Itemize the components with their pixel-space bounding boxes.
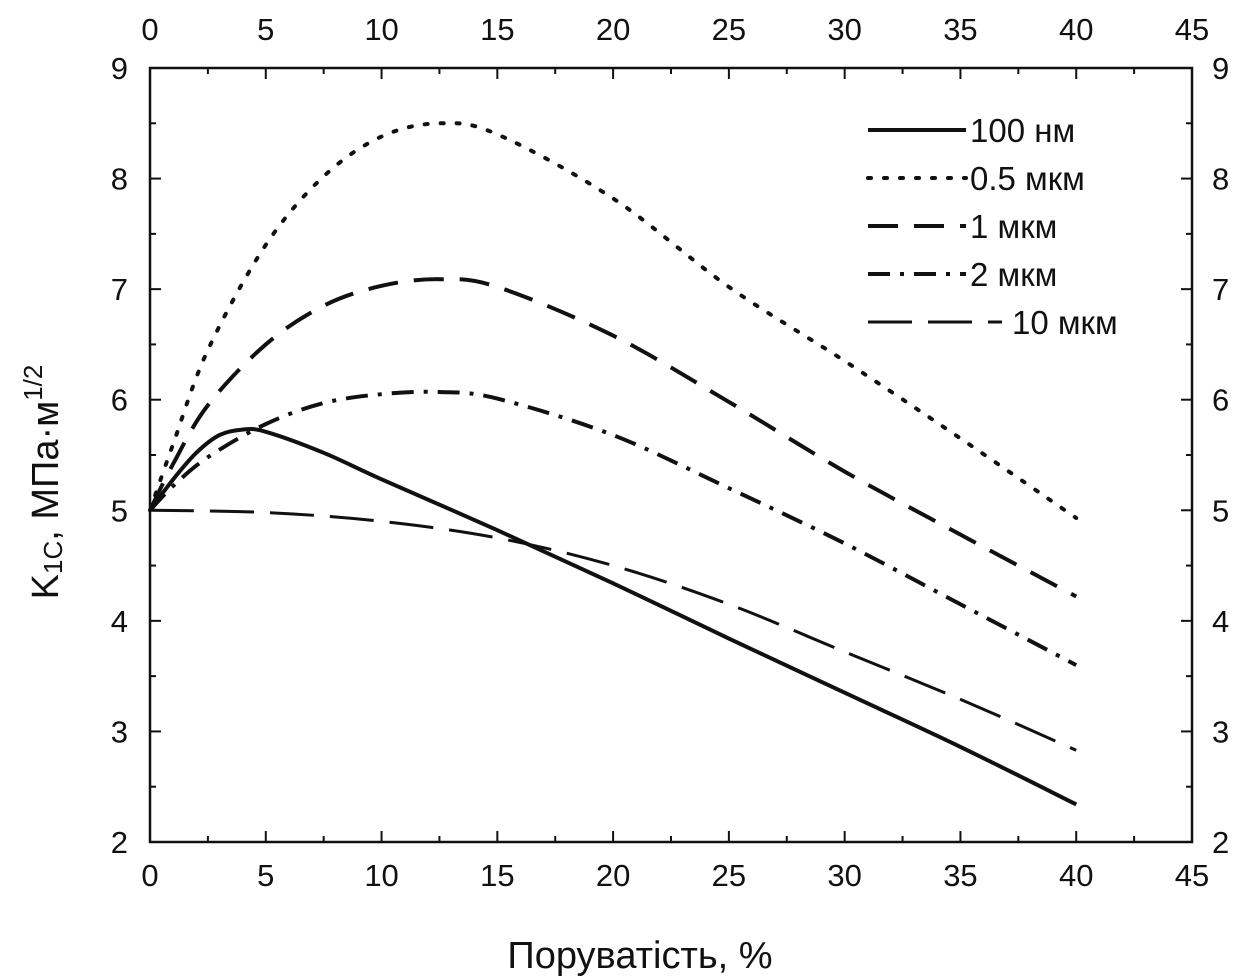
x-tick-label-bottom: 10	[364, 858, 398, 893]
legend-label-4: 2 мкм	[970, 256, 1057, 293]
x-tick-label-top: 30	[827, 12, 861, 47]
x-tick-label-top: 20	[596, 12, 630, 47]
y-tick-label-right: 3	[1212, 714, 1229, 749]
y-axis-title-rest: , МПа·м	[25, 401, 67, 541]
x-tick-label-top: 0	[141, 12, 158, 47]
legend-label-5: 10 мкм	[1012, 304, 1118, 341]
series-line-4	[148, 389, 1078, 667]
y-tick-label-left: 6	[111, 383, 128, 418]
y-axis-title-main: K	[25, 574, 67, 599]
series-lines	[148, 121, 1079, 807]
y-axis-title-sub: 1C	[38, 541, 68, 574]
y-axis-title: K1C, МПа·м1/2	[18, 365, 68, 600]
series-line-3	[148, 277, 1078, 599]
tick-marks	[149, 67, 1193, 843]
y-tick-label-right: 8	[1212, 162, 1229, 197]
y-tick-label-right: 5	[1212, 493, 1229, 528]
x-tick-label-bottom: 40	[1059, 858, 1093, 893]
y-tick-label-left: 4	[111, 604, 128, 639]
legend-label-1: 100 нм	[970, 112, 1075, 149]
y-tick-label-left: 7	[111, 272, 128, 307]
x-tick-label-bottom: 45	[1175, 858, 1209, 893]
y-tick-label-right: 6	[1212, 383, 1229, 418]
y-tick-label-left: 8	[111, 162, 128, 197]
y-tick-label-left: 5	[111, 493, 128, 528]
x-tick-label-bottom: 0	[141, 858, 158, 893]
x-tick-label-bottom: 30	[827, 858, 861, 893]
series-line-2	[148, 121, 1079, 521]
legend-label-3: 1 мкм	[970, 208, 1057, 245]
y-tick-label-left: 2	[111, 825, 128, 860]
legend-label-2: 0.5 мкм	[970, 160, 1085, 197]
legend: 100 нм 0.5 мкм 1 мкм 2 мкм 10 мкм	[866, 112, 1118, 341]
x-tick-label-bottom: 25	[712, 858, 746, 893]
y-tick-label-right: 7	[1212, 272, 1229, 307]
y-tick-label-left: 9	[111, 51, 128, 86]
x-tick-label-bottom: 35	[943, 858, 977, 893]
x-axis-title: Поруватість, %	[507, 935, 772, 977]
y-axis-title-sup: 1/2	[18, 365, 48, 401]
series-line-1	[148, 427, 1078, 807]
x-tick-label-bottom: 15	[480, 858, 514, 893]
x-tick-label-bottom: 20	[596, 858, 630, 893]
x-tick-label-top: 35	[943, 12, 977, 47]
x-tick-label-top: 45	[1175, 12, 1209, 47]
x-tick-label-top: 10	[364, 12, 398, 47]
series-line-5	[149, 508, 1077, 752]
x-tick-label-top: 25	[712, 12, 746, 47]
x-tick-label-top: 40	[1059, 12, 1093, 47]
y-tick-label-left: 3	[111, 714, 128, 749]
x-tick-label-top: 5	[257, 12, 274, 47]
y-tick-label-right: 2	[1212, 825, 1229, 860]
x-tick-label-bottom: 5	[257, 858, 274, 893]
x-tick-label-top: 15	[480, 12, 514, 47]
y-tick-label-right: 4	[1212, 604, 1229, 639]
y-tick-label-right: 9	[1212, 51, 1229, 86]
